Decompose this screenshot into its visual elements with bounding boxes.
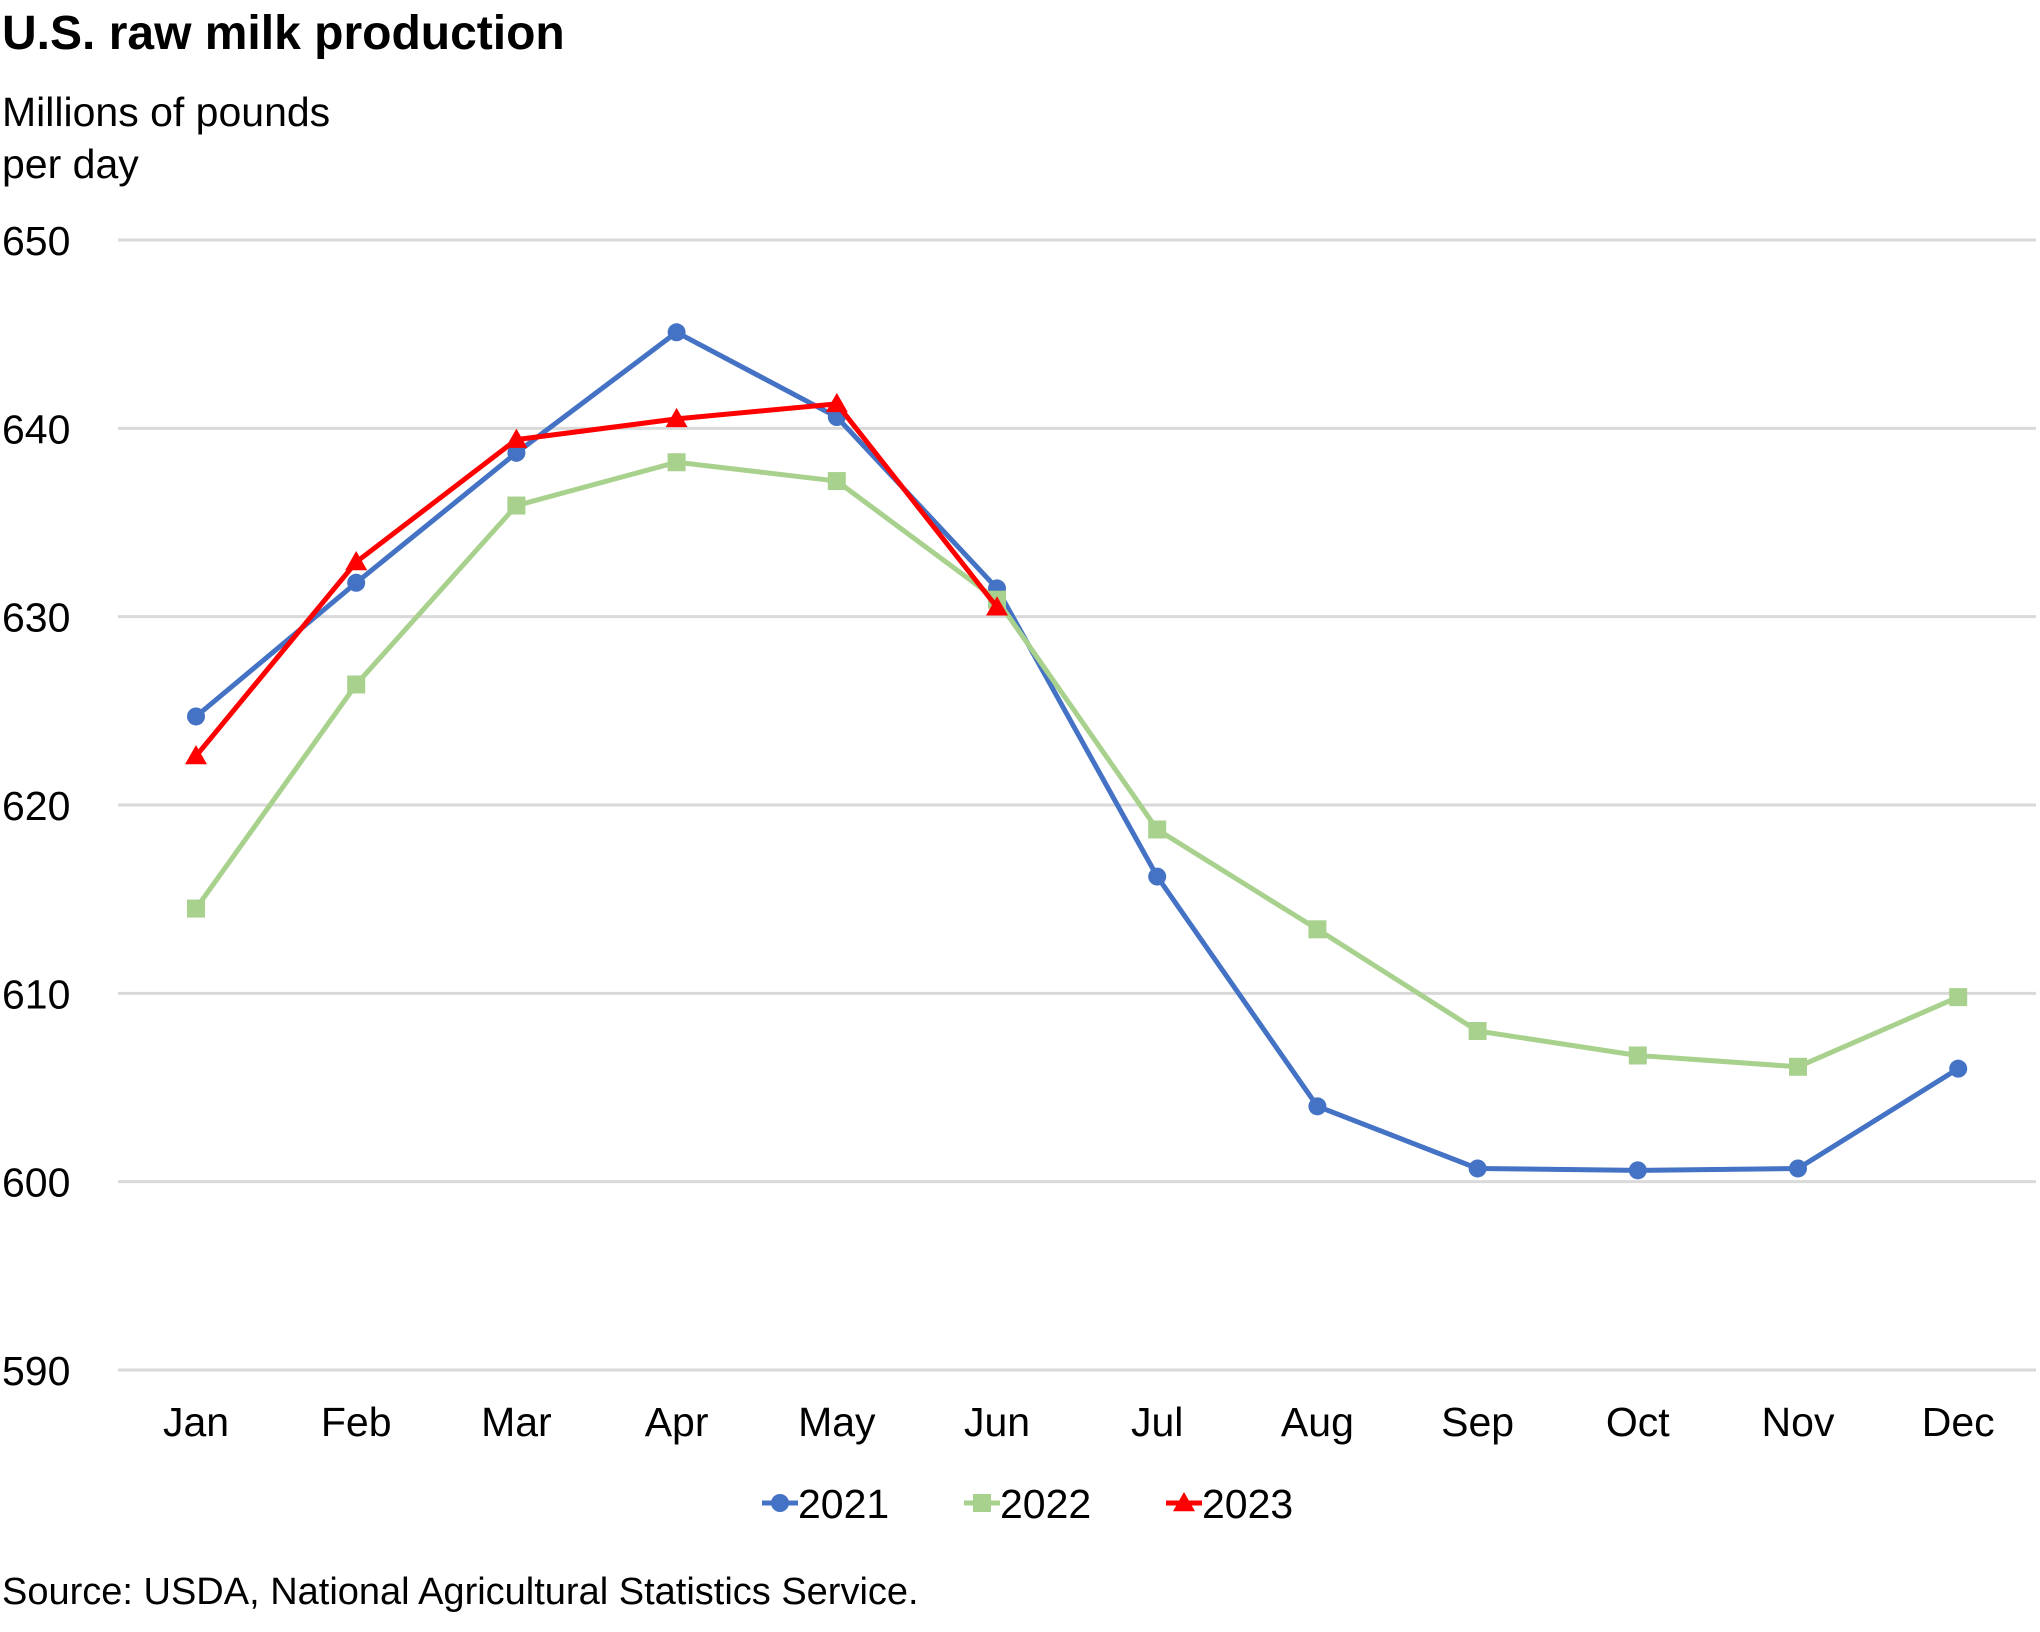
y-tick-label: 630: [2, 595, 70, 641]
data-point-2022-May: [827, 472, 846, 491]
data-point-2023-Apr: [665, 407, 688, 428]
data-point-2022-Nov: [1789, 1057, 1807, 1076]
legend-item-2023: 2023: [1166, 1481, 1293, 1527]
x-tick-label: Jul: [1131, 1399, 1183, 1445]
source-note: Source: USDA, National Agricultural Stat…: [2, 1571, 919, 1613]
x-axis-tick-labels: Jan Feb Mar Apr May Jun Jul Aug Sep Oct Nov Dec: [163, 1399, 1995, 1445]
x-tick-label: Jun: [964, 1399, 1030, 1445]
x-tick-label: Sep: [1441, 1399, 1514, 1445]
data-point-2021-Nov: [1789, 1159, 1807, 1178]
data-point-2023-Jun: [986, 596, 1008, 616]
data-point-2021-Mar: [507, 443, 526, 462]
data-point-2021-Apr: [667, 323, 686, 342]
y-axis-label: Millions of pounds per day: [2, 86, 422, 190]
data-point-2021-Jan: [187, 707, 205, 726]
chart-title: U.S. raw milk production: [2, 7, 565, 60]
legend-label: 2022: [1000, 1481, 1091, 1527]
data-point-2022-Sep: [1468, 1022, 1487, 1040]
data-point-2022-Dec: [1949, 988, 1968, 1007]
series-2022: [187, 453, 1968, 1076]
x-tick-label: Feb: [321, 1399, 392, 1445]
x-tick-label: Nov: [1762, 1399, 1835, 1445]
y-axis-label-line-2: per day: [2, 141, 139, 187]
data-point-2022-Aug: [1308, 920, 1327, 939]
series-2021: [187, 323, 1968, 1180]
series-line-2021: [193, 329, 1961, 1173]
y-tick-label: 620: [2, 783, 70, 829]
legend-marker: [1173, 1492, 1195, 1512]
data-point-2021-Feb: [347, 573, 366, 592]
y-axis-label-line-1: Millions of pounds: [2, 89, 331, 135]
data-point-2023-May: [825, 392, 848, 413]
series-2023: [185, 392, 1008, 765]
x-tick-label: Dec: [1922, 1399, 1995, 1445]
series-line-2023: [193, 401, 1000, 759]
data-point-2021-Sep: [1468, 1159, 1487, 1178]
y-tick-label: 650: [2, 218, 70, 264]
legend-item-2022: 2022: [964, 1481, 1091, 1527]
data-point-2022-Jan: [187, 899, 205, 918]
data-point-2023-Jan: [185, 745, 207, 765]
legend-label: 2021: [798, 1481, 889, 1527]
x-tick-label: May: [798, 1399, 876, 1445]
legend-item-2021: 2021: [762, 1481, 889, 1527]
data-point-2021-Dec: [1949, 1059, 1968, 1078]
x-tick-label: Jan: [163, 1399, 229, 1445]
x-tick-label: Oct: [1606, 1399, 1670, 1445]
y-tick-label: 610: [2, 971, 70, 1017]
data-point-2021-Aug: [1308, 1097, 1327, 1116]
data-point-2023-Mar: [505, 428, 528, 448]
x-tick-label: Mar: [481, 1399, 552, 1445]
legend-marker: [973, 1494, 991, 1512]
x-tick-label: Aug: [1281, 1399, 1354, 1445]
data-point-2021-Jul: [1148, 867, 1167, 886]
data-point-2022-Jul: [1148, 820, 1167, 839]
x-tick-label: Apr: [645, 1399, 709, 1445]
data-point-2022-Mar: [507, 496, 526, 515]
data-point-2023-Feb: [345, 551, 368, 571]
data-point-2022-Apr: [667, 453, 686, 472]
gridlines: [118, 238, 2036, 1372]
y-axis-tick-labels: 590 600 610 620 630 640 650: [2, 218, 70, 1394]
y-tick-label: 600: [2, 1160, 70, 1206]
legend-marker: [771, 1494, 789, 1512]
data-point-2022-Feb: [347, 675, 366, 694]
series-line-2022: [193, 459, 1961, 1070]
y-tick-label: 590: [2, 1348, 70, 1394]
y-tick-label: 640: [2, 406, 70, 452]
data-series: [185, 323, 1968, 1180]
data-point-2022-Oct: [1628, 1046, 1647, 1065]
data-point-2021-Oct: [1628, 1161, 1647, 1180]
legend-label: 2023: [1202, 1481, 1293, 1527]
legend: 2021 2022 2023: [762, 1481, 1293, 1527]
